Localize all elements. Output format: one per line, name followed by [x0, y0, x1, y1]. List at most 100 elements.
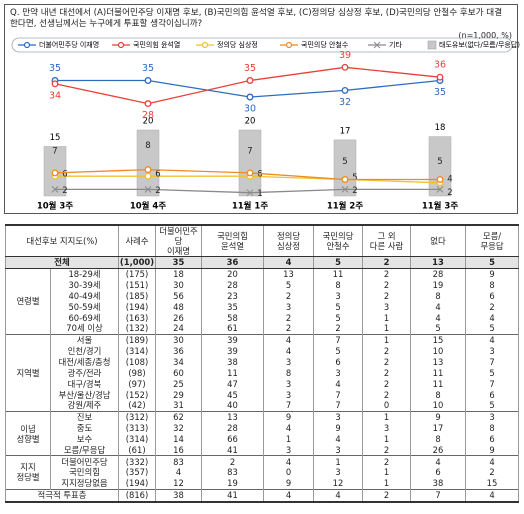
cell-value: 6	[410, 467, 466, 478]
table-row: 대전/세종/충청 (108) 34 38 3 6 2 13 7	[6, 356, 519, 368]
cell-value: 48	[155, 301, 202, 313]
cell-value: 4	[263, 422, 314, 434]
row-label: 더불어민주당	[50, 455, 119, 468]
cell-value: 4	[313, 433, 363, 445]
cell-value: 12	[155, 477, 202, 490]
column-header: 국민의당 안철수	[313, 224, 363, 257]
cell-value: 7	[263, 399, 314, 412]
sample-size: (312)	[118, 410, 156, 423]
cell-value: 1	[263, 433, 314, 445]
sample-size: (357)	[118, 467, 156, 478]
cell-value: 2	[362, 267, 411, 280]
cell-value: 5	[465, 323, 519, 335]
sample-size: (175)	[118, 267, 156, 280]
cell-value: 7	[313, 389, 363, 400]
cell-value: 6	[465, 389, 519, 400]
row-label: 70세 이상	[50, 323, 119, 335]
cell-value: 7	[465, 356, 519, 368]
cell-value: 6	[465, 290, 519, 302]
question: Q. 만약 내년 대선에서 (A)더불어민주당 이재명 후보, (B)국민의힘 …	[10, 8, 503, 29]
point-marker	[246, 189, 254, 197]
cell-value: 9	[410, 410, 466, 423]
cell-value: 3	[313, 467, 363, 478]
point-marker	[144, 172, 152, 180]
table-row: 모름/무응답 (61) 16 41 3 3 2 26 9	[6, 444, 519, 456]
cell-value: 8	[313, 279, 363, 291]
cell-value: 28	[201, 422, 264, 434]
sample-size: (314)	[118, 345, 156, 357]
sample-size: (108)	[118, 356, 156, 368]
table-row: 광주/전라 (98) 60 11 8 3 2 11 5	[6, 367, 519, 379]
cell-value: 4	[263, 345, 314, 357]
cell-value: 35	[201, 301, 264, 313]
data-label: 5	[352, 173, 357, 183]
cell-value: 3	[263, 378, 314, 390]
bar	[428, 136, 452, 197]
legend-label: 기타	[389, 40, 402, 49]
cell-value: 13	[201, 410, 264, 423]
table-row: 중도 (313) 32 28 4 9 3 17 8	[6, 422, 519, 434]
cell-value: 1	[362, 323, 411, 335]
cell-value: 3	[263, 444, 314, 456]
cell-value: 4	[465, 455, 519, 468]
column-header: 대선후보 지지도(%)	[5, 224, 119, 257]
cell-value: 38	[410, 477, 466, 490]
cell-value: 34	[155, 356, 202, 368]
sample-size: (194)	[118, 477, 156, 490]
cell-value: 3	[362, 422, 411, 434]
legend-label: 더불어민주당 이재명	[39, 40, 99, 49]
cell-value: 31	[155, 399, 202, 412]
cell-value: 2	[263, 312, 314, 324]
cell-value: 26	[155, 312, 202, 324]
table-row: 부산/울산/경남 (152) 29 45 3 7 2 8 6	[6, 389, 519, 400]
cell-value: 83	[155, 455, 202, 468]
cell-value: 56	[155, 290, 202, 302]
cell-value: 2	[362, 455, 411, 468]
cell-value: 4	[263, 333, 314, 346]
data-label: 8	[145, 141, 150, 151]
column-header: 국민의힘 윤석열	[201, 224, 264, 257]
sample-size: (185)	[118, 290, 156, 302]
chart: 10월 3주 10월 4주 11월 1주 11월 2주 11월 3주 더불어민주당 이재명…	[11, 37, 520, 212]
table-row: 연령별 18-29세 (175) 18 20 13 11 2 28 9	[5, 267, 519, 335]
sample-size: (61)	[118, 444, 156, 456]
results-table: 대선후보 지지도(%) 사례수 더불어민주당 이재명 국민의힘 윤석열 정의당 심상정 국…	[5, 224, 519, 503]
data-label: 4	[447, 174, 452, 184]
point-marker	[144, 166, 152, 174]
cell-value: 62	[155, 410, 202, 423]
cell-value: 2	[313, 323, 363, 335]
cell-value: 3	[263, 301, 314, 313]
cell-value: 5	[313, 301, 363, 313]
table-row: 대선후보 지지도(%) 사례수 더불어민주당 이재명 국민의힘 윤석열 정의당 심상정 국…	[5, 224, 519, 257]
cell-value: 41	[201, 444, 264, 456]
table-row: 지역별 서울 (189) 30 39 4 7 1 15 4	[5, 333, 519, 412]
cell-value: 10	[410, 399, 466, 412]
table-row: 인천/경기 (314) 36 39 4 5 2 10 3	[6, 345, 519, 357]
group-label: 연령별	[5, 267, 51, 335]
cell-value: 24	[155, 323, 202, 335]
point-marker	[341, 86, 349, 94]
legend-marker	[117, 41, 125, 49]
data-label: 6	[62, 170, 67, 180]
cell-value: 2	[362, 488, 411, 503]
data-label: 2	[62, 186, 67, 196]
cell-value: 28	[410, 267, 466, 280]
data-label: 32	[339, 97, 351, 108]
cell-value: 8	[410, 433, 466, 445]
cell-value: 4	[465, 488, 519, 503]
cell-value: 13	[263, 267, 314, 280]
cell-value: 1	[362, 410, 411, 423]
data-label: 39	[339, 50, 351, 61]
point-marker	[246, 77, 254, 84]
table-row: 50-59세 (194) 48 35 3 5 3 4 2	[6, 301, 519, 313]
table-row: 이념 성향별 진보 (312) 62 13 9 3 1 9 3	[5, 410, 519, 456]
cell-value: 3	[313, 290, 363, 302]
cell-value: 9	[263, 477, 314, 490]
cell-value: 15	[410, 333, 466, 346]
cell-value: 23	[201, 290, 264, 302]
cell-value: 38	[155, 488, 202, 503]
x-tick-label: 11월 3주	[422, 201, 459, 212]
point-marker	[341, 63, 349, 71]
cell-value: 60	[155, 367, 202, 379]
cell-value: 15	[465, 477, 519, 490]
